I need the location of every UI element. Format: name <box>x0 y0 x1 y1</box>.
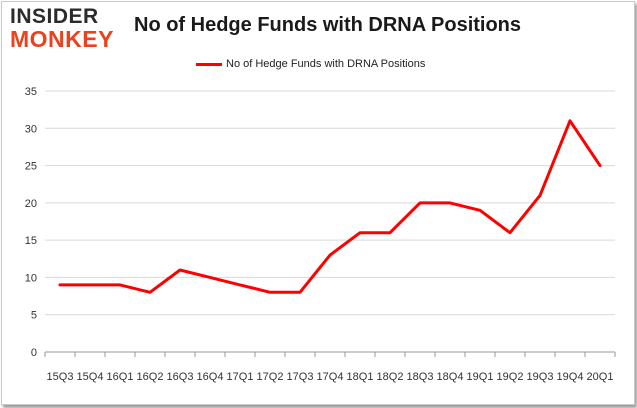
y-tick-label: 35 <box>25 86 37 98</box>
y-tick-label: 20 <box>25 198 37 210</box>
x-tick-label: 19Q3 <box>527 371 554 383</box>
x-tick-label: 19Q4 <box>557 371 584 383</box>
legend-swatch <box>196 62 222 66</box>
y-tick-label: 0 <box>31 347 37 359</box>
x-tick-label: 15Q4 <box>77 371 104 383</box>
x-tick-label: 18Q4 <box>437 371 464 383</box>
x-tick-label: 17Q2 <box>257 371 284 383</box>
x-tick-label: 15Q3 <box>47 371 74 383</box>
y-tick-label: 15 <box>25 235 37 247</box>
series-line <box>58 119 602 294</box>
x-tick-label: 16Q2 <box>137 371 164 383</box>
x-tick-label: 16Q1 <box>107 371 134 383</box>
y-tick-label: 30 <box>25 123 37 135</box>
logo-line-2: MONKEY <box>10 26 114 52</box>
x-tick-label: 16Q4 <box>197 371 224 383</box>
logo-line-1: INSIDER <box>10 5 99 28</box>
x-tick-label: 18Q1 <box>347 371 374 383</box>
chart-legend: No of Hedge Funds with DRNA Positions <box>196 56 425 72</box>
y-tick-label: 5 <box>31 310 37 322</box>
y-tick-label: 25 <box>25 161 37 173</box>
x-tick-label: 19Q2 <box>497 371 524 383</box>
x-tick-label: 18Q2 <box>377 371 404 383</box>
x-tick-label: 20Q1 <box>587 371 614 383</box>
insider-monkey-logo: INSIDER MONKEY <box>10 6 120 54</box>
x-tick-label: 17Q3 <box>287 371 314 383</box>
x-tick-label: 17Q4 <box>317 371 344 383</box>
chart-title: No of Hedge Funds with DRNA Positions <box>134 14 522 36</box>
x-tick-label: 16Q3 <box>167 371 194 383</box>
x-tick-label: 17Q1 <box>227 371 254 383</box>
y-tick-label: 10 <box>25 272 37 284</box>
x-tick-label: 18Q3 <box>407 371 434 383</box>
legend-label: No of Hedge Funds with DRNA Positions <box>226 58 426 70</box>
x-tick-label: 19Q1 <box>467 371 494 383</box>
